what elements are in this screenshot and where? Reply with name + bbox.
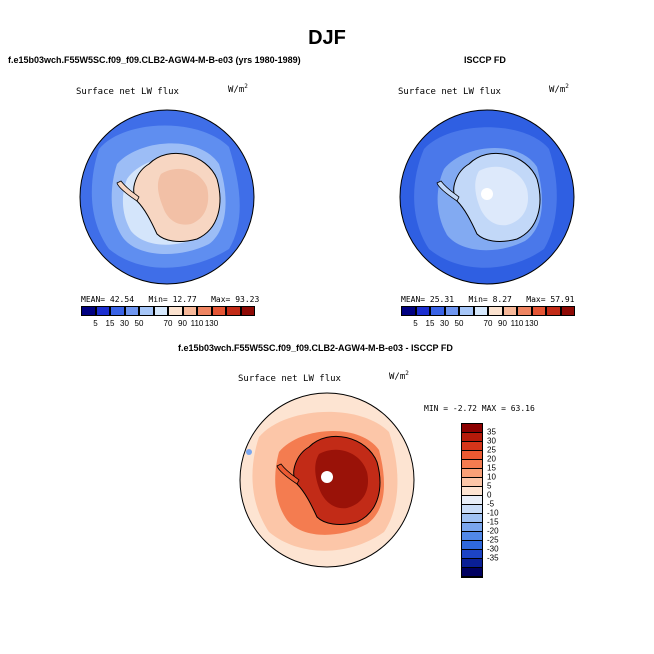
colorbar-swatch [517,306,532,316]
colorbar-swatch [462,469,482,478]
colorbar-swatch [462,424,482,433]
colorbar-swatch [153,306,168,316]
panel3-minmax: MIN = -2.72 MAX = 63.16 [424,404,535,413]
colorbar-tick-label: 10 [487,472,496,482]
colorbar-tick-label: 30 [120,319,129,328]
colorbar-tick-label: 70 [483,319,493,328]
panel3-map [239,392,415,568]
colorbar-swatch [444,306,459,316]
colorbar-swatch [462,532,482,541]
colorbar-swatch [459,306,474,316]
colorbar-swatch [401,306,416,316]
colorbar-swatch [462,451,482,460]
colorbar-swatch [462,541,482,550]
panel1-field-label: Surface net LW flux [76,87,179,97]
colorbar-swatch [240,306,255,316]
colorbar-tick-label: 35 [487,427,496,437]
colorbar-swatch [211,306,226,316]
panel1-stats: MEAN= 42.54 Min= 12.77 Max= 93.23 [81,295,260,304]
panel3-field-label: Surface net LW flux [238,374,341,384]
colorbar-tick-label: 130 [204,319,219,328]
panel3-units: W/m2 [389,370,409,382]
colorbar-tick-label: 25 [487,445,496,455]
colorbar-swatch [124,306,139,316]
colorbar-tick-label: 20 [487,454,496,464]
panel2-map [399,109,575,285]
colorbar-tick-label: 15 [425,319,435,328]
colorbar-swatch [462,514,482,523]
colorbar-swatch [226,306,241,316]
colorbar-tick-label: -20 [487,526,499,536]
colorbar-swatch [462,433,482,442]
colorbar-tick-label: 70 [163,319,173,328]
colorbar-tick-label: -25 [487,535,499,545]
panel2-stats: MEAN= 25.31 Min= 8.27 Max= 57.91 [401,295,575,304]
colorbar-tick-label: 5 [413,319,418,328]
colorbar-tick-label: 0 [487,490,492,500]
colorbar-tick-label: 110 [510,319,524,328]
panel1-map [79,109,255,285]
colorbar-swatch [462,550,482,559]
colorbar-tick-label: 15 [105,319,115,328]
main-title: DJF [308,27,346,49]
panel2-units: W/m2 [549,83,569,95]
colorbar-tick-label: 90 [498,319,507,328]
colorbar-swatch [430,306,445,316]
colorbar-swatch [462,505,482,514]
colorbar-swatch [546,306,561,316]
colorbar-swatch [197,306,212,316]
panel1-units: W/m2 [228,83,248,95]
colorbar-swatch [462,523,482,532]
colorbar-swatch [531,306,546,316]
colorbar-tick-label: -15 [487,517,499,527]
colorbar-swatch [473,306,488,316]
panel2-colorbar [401,306,575,316]
panel2-title: ISCCP FD [464,55,506,65]
colorbar-swatch [415,306,430,316]
colorbar-tick-label: -35 [487,553,499,563]
colorbar-swatch [462,478,482,487]
colorbar-tick-label: 5 [93,319,98,328]
colorbar-swatch [81,306,96,316]
colorbar-swatch [139,306,154,316]
colorbar-swatch [488,306,503,316]
panel3-colorbar-labels: 35 30 25 20 15 10 5 0 -5 -10 -15 -20 -25 -30 -35 [487,423,517,576]
colorbar-tick-label: 50 [134,319,144,328]
colorbar-tick-label: 5 [487,481,492,491]
colorbar-swatch [110,306,125,316]
colorbar-tick-label: 130 [524,319,539,328]
panel3-colorbar [461,423,483,578]
colorbar-swatch [462,442,482,451]
colorbar-tick-label: -10 [487,508,499,518]
colorbar-swatch [462,568,482,577]
colorbar-tick-label: 30 [440,319,449,328]
colorbar-swatch [168,306,183,316]
panel1-colorbar [81,306,255,316]
colorbar-tick-label: 15 [487,463,496,473]
colorbar-swatch [462,487,482,496]
colorbar-swatch [462,460,482,469]
colorbar-swatch [502,306,517,316]
colorbar-tick-label: 110 [190,319,204,328]
colorbar-swatch [462,559,482,568]
colorbar-swatch [182,306,197,316]
colorbar-swatch [560,306,575,316]
colorbar-swatch [95,306,110,316]
colorbar-tick-label: 30 [487,436,496,446]
panel3-title: f.e15b03wch.F55W5SC.f09_f09.CLB2-AGW4-M-… [178,343,453,353]
colorbar-tick-label: -30 [487,544,499,554]
colorbar-tick-label: 90 [178,319,187,328]
panel1-title: f.e15b03wch.F55W5SC.f09_f09.CLB2-AGW4-M-… [8,55,301,65]
colorbar-swatch [462,496,482,505]
colorbar-tick-label: -5 [487,499,495,509]
panel2-field-label: Surface net LW flux [398,87,501,97]
colorbar-tick-label: 50 [454,319,464,328]
